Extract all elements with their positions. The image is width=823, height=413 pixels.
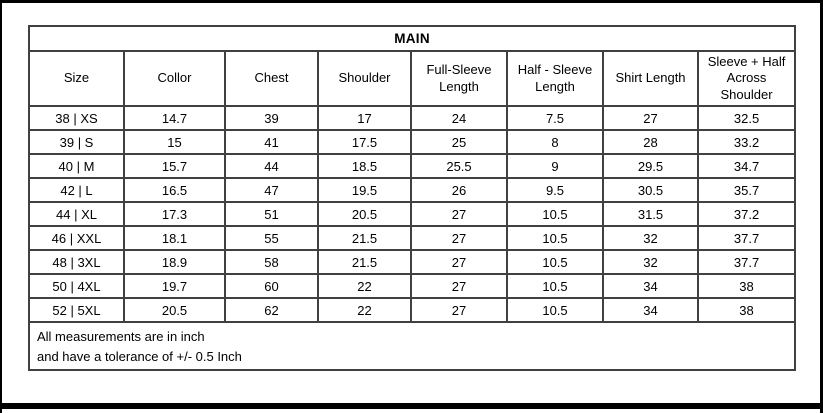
cell-full-sleeve: 27 bbox=[410, 297, 508, 323]
table-footnote: All measurements are in inch and have a … bbox=[27, 321, 797, 371]
cell-sleeve-half-across: 38 bbox=[696, 297, 797, 323]
cell-half-sleeve: 10.5 bbox=[506, 273, 604, 299]
cell-shoulder: 22 bbox=[317, 297, 412, 323]
table-row-42-l: 42 | L 16.5 47 19.5 26 9.5 30.5 35.7 bbox=[28, 177, 797, 203]
table-row-44-xl: 44 | XL 17.3 51 20.5 27 10.5 31.5 37.2 bbox=[28, 201, 797, 227]
cell-shirt-length: 27 bbox=[602, 105, 699, 131]
cell-shoulder: 17 bbox=[317, 105, 412, 131]
bottom-frame-bar bbox=[2, 403, 820, 409]
cell-collor: 18.1 bbox=[123, 225, 226, 251]
cell-half-sleeve: 10.5 bbox=[506, 249, 604, 275]
cell-sleeve-half-across: 37.7 bbox=[696, 249, 797, 275]
cell-size: 40 | M bbox=[28, 153, 125, 179]
footnote-line-2: and have a tolerance of +/- 0.5 Inch bbox=[37, 348, 242, 364]
cell-full-sleeve: 27 bbox=[410, 201, 508, 227]
cell-shoulder: 17.5 bbox=[317, 129, 412, 155]
column-header-chest: Chest bbox=[224, 50, 319, 107]
cell-full-sleeve: 25 bbox=[410, 129, 508, 155]
cell-shirt-length: 32 bbox=[602, 225, 699, 251]
cell-half-sleeve: 10.5 bbox=[506, 225, 604, 251]
cell-full-sleeve: 24 bbox=[410, 105, 508, 131]
table-row-38-xs: 38 | XS 14.7 39 17 24 7.5 27 32.5 bbox=[28, 105, 797, 131]
size-chart-table: MAIN Size Collor Chest Shoulder Full-Sle… bbox=[27, 25, 797, 371]
cell-chest: 55 bbox=[224, 225, 319, 251]
cell-half-sleeve: 9 bbox=[506, 153, 604, 179]
table-title: MAIN bbox=[27, 25, 797, 52]
cell-chest: 39 bbox=[224, 105, 319, 131]
cell-shoulder: 21.5 bbox=[317, 249, 412, 275]
cell-shoulder: 18.5 bbox=[317, 153, 412, 179]
cell-size: 38 | XS bbox=[28, 105, 125, 131]
cell-shoulder: 19.5 bbox=[317, 177, 412, 203]
footnote-line-1: All measurements are in inch bbox=[37, 329, 205, 344]
cell-sleeve-half-across: 32.5 bbox=[696, 105, 797, 131]
cell-chest: 44 bbox=[224, 153, 319, 179]
cell-size: 52 | 5XL bbox=[28, 297, 125, 323]
cell-collor: 14.7 bbox=[123, 105, 226, 131]
cell-shoulder: 20.5 bbox=[317, 201, 412, 227]
table-footnote-row: All measurements are in inch and have a … bbox=[27, 321, 797, 371]
column-header-half-sleeve-length: Half - Sleeve Length bbox=[506, 50, 604, 107]
cell-size: 48 | 3XL bbox=[28, 249, 125, 275]
table-row-46-xxl: 46 | XXL 18.1 55 21.5 27 10.5 32 37.7 bbox=[28, 225, 797, 251]
table-title-row: MAIN bbox=[27, 25, 797, 52]
column-header-full-sleeve-length: Full-Sleeve Length bbox=[410, 50, 508, 107]
cell-shirt-length: 28 bbox=[602, 129, 699, 155]
cell-chest: 62 bbox=[224, 297, 319, 323]
cell-full-sleeve: 27 bbox=[410, 249, 508, 275]
cell-sleeve-half-across: 35.7 bbox=[696, 177, 797, 203]
cell-shirt-length: 34 bbox=[602, 297, 699, 323]
cell-sleeve-half-across: 34.7 bbox=[696, 153, 797, 179]
cell-size: 42 | L bbox=[28, 177, 125, 203]
column-header-collor: Collor bbox=[123, 50, 226, 107]
cell-size: 39 | S bbox=[28, 129, 125, 155]
table-header-row: Size Collor Chest Shoulder Full-Sleeve L… bbox=[28, 50, 797, 107]
cell-half-sleeve: 7.5 bbox=[506, 105, 604, 131]
cell-sleeve-half-across: 38 bbox=[696, 273, 797, 299]
table-row-40-m: 40 | M 15.7 44 18.5 25.5 9 29.5 34.7 bbox=[28, 153, 797, 179]
cell-chest: 60 bbox=[224, 273, 319, 299]
cell-full-sleeve: 25.5 bbox=[410, 153, 508, 179]
cell-shoulder: 22 bbox=[317, 273, 412, 299]
cell-chest: 41 bbox=[224, 129, 319, 155]
cell-size: 50 | 4XL bbox=[28, 273, 125, 299]
cell-collor: 20.5 bbox=[123, 297, 226, 323]
cell-full-sleeve: 27 bbox=[410, 273, 508, 299]
cell-shirt-length: 32 bbox=[602, 249, 699, 275]
cell-collor: 18.9 bbox=[123, 249, 226, 275]
column-header-size: Size bbox=[28, 50, 125, 107]
table-row-50-4xl: 50 | 4XL 19.7 60 22 27 10.5 34 38 bbox=[28, 273, 797, 299]
cell-full-sleeve: 27 bbox=[410, 225, 508, 251]
cell-half-sleeve: 9.5 bbox=[506, 177, 604, 203]
cell-chest: 58 bbox=[224, 249, 319, 275]
table-row-52-5xl: 52 | 5XL 20.5 62 22 27 10.5 34 38 bbox=[28, 297, 797, 323]
cell-collor: 17.3 bbox=[123, 201, 226, 227]
cell-collor: 15 bbox=[123, 129, 226, 155]
cell-collor: 15.7 bbox=[123, 153, 226, 179]
cell-collor: 19.7 bbox=[123, 273, 226, 299]
cell-sleeve-half-across: 37.2 bbox=[696, 201, 797, 227]
table-row-48-3xl: 48 | 3XL 18.9 58 21.5 27 10.5 32 37.7 bbox=[28, 249, 797, 275]
cell-shirt-length: 30.5 bbox=[602, 177, 699, 203]
cell-size: 44 | XL bbox=[28, 201, 125, 227]
cell-shirt-length: 34 bbox=[602, 273, 699, 299]
cell-chest: 47 bbox=[224, 177, 319, 203]
column-header-sleeve-half-across-shoulder: Sleeve + Half Across Shoulder bbox=[696, 50, 797, 107]
cell-half-sleeve: 10.5 bbox=[506, 201, 604, 227]
cell-sleeve-half-across: 33.2 bbox=[696, 129, 797, 155]
cell-size: 46 | XXL bbox=[28, 225, 125, 251]
cell-shoulder: 21.5 bbox=[317, 225, 412, 251]
cell-half-sleeve: 10.5 bbox=[506, 297, 604, 323]
cell-chest: 51 bbox=[224, 201, 319, 227]
cell-collor: 16.5 bbox=[123, 177, 226, 203]
column-header-shirt-length: Shirt Length bbox=[602, 50, 699, 107]
cell-shirt-length: 29.5 bbox=[602, 153, 699, 179]
column-header-shoulder: Shoulder bbox=[317, 50, 412, 107]
cell-half-sleeve: 8 bbox=[506, 129, 604, 155]
cell-full-sleeve: 26 bbox=[410, 177, 508, 203]
cell-sleeve-half-across: 37.7 bbox=[696, 225, 797, 251]
table-row-39-s: 39 | S 15 41 17.5 25 8 28 33.2 bbox=[28, 129, 797, 155]
cell-shirt-length: 31.5 bbox=[602, 201, 699, 227]
